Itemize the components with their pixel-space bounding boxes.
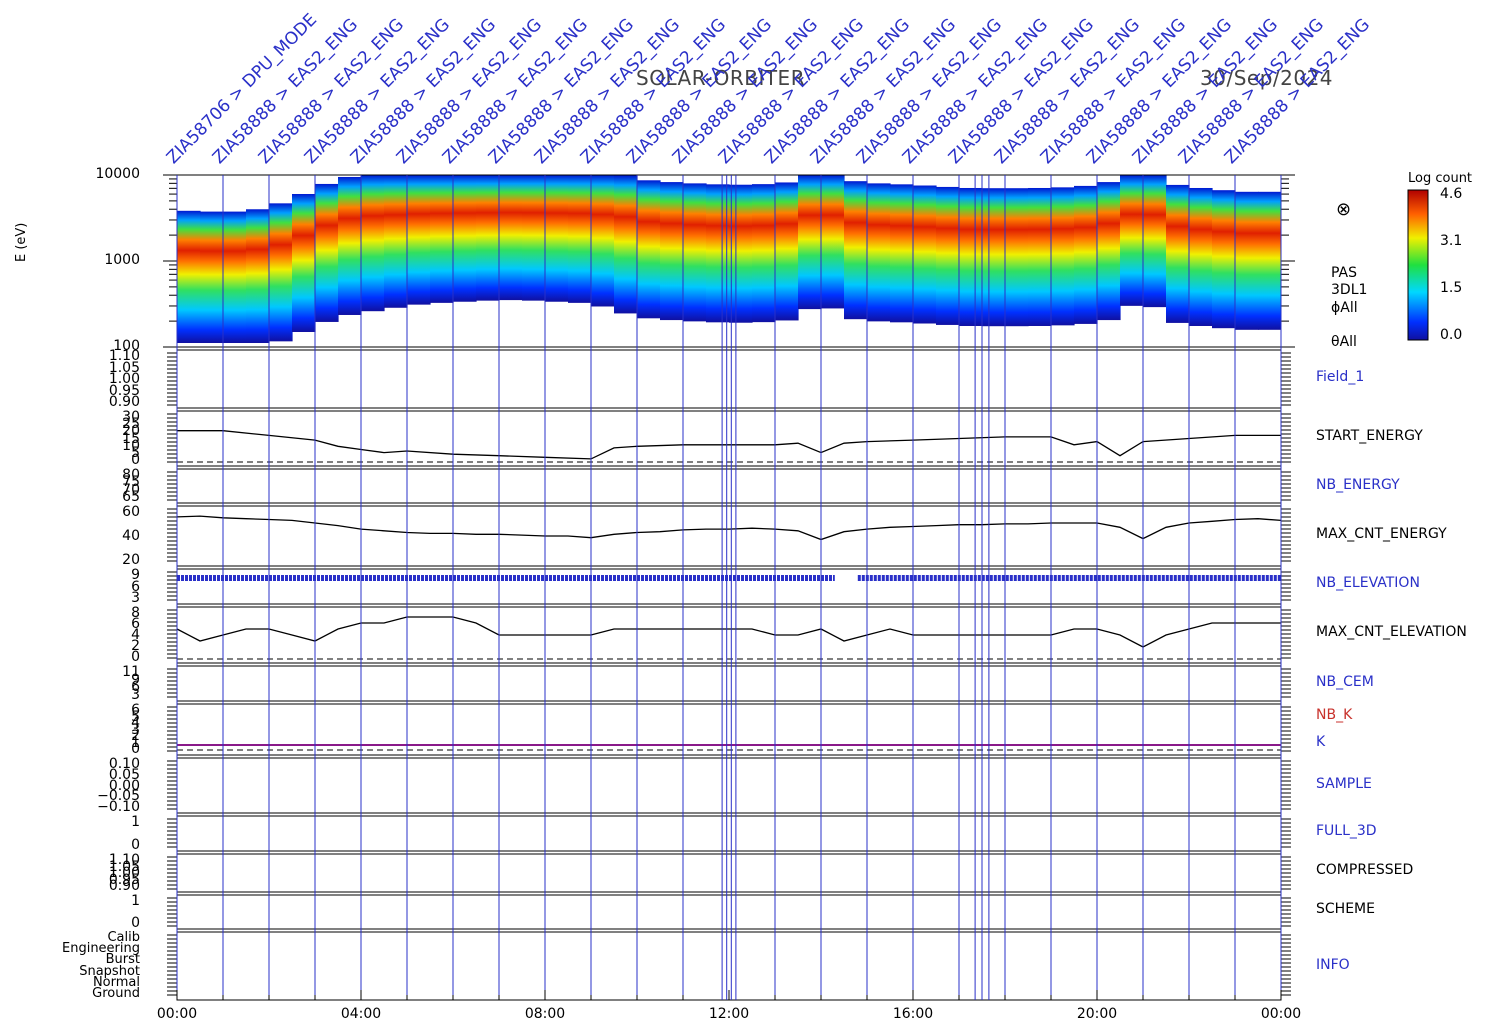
panel-frames xyxy=(167,349,1291,1001)
spectrogram-column xyxy=(315,183,339,322)
spectrogram-column xyxy=(545,175,569,302)
spectrogram-column xyxy=(844,181,868,320)
spectrogram-column xyxy=(361,175,385,312)
spectrogram-column xyxy=(591,175,615,307)
spectrogram-column xyxy=(1005,188,1029,327)
spectrogram-column xyxy=(1235,191,1259,330)
spectrogram-image xyxy=(177,175,1281,343)
spectrogram-column xyxy=(1189,187,1213,326)
panel-frame xyxy=(176,349,1282,409)
spectrogram-column xyxy=(1258,191,1281,330)
panel-frame xyxy=(176,815,1282,852)
spectrogram-column xyxy=(775,182,799,321)
spectrogram-column xyxy=(407,175,431,305)
panel-frame xyxy=(176,568,1282,605)
panel-frame xyxy=(176,606,1282,664)
panel-frame xyxy=(176,931,1282,1001)
spectrogram-column xyxy=(982,188,1006,327)
spectrogram-column xyxy=(798,175,822,310)
spectrogram-column xyxy=(890,184,914,323)
spectrogram-column xyxy=(1143,175,1167,308)
spectrogram-column xyxy=(338,176,362,315)
panel-frame xyxy=(176,410,1282,467)
spectrogram-column xyxy=(1074,185,1098,324)
colorbar xyxy=(1407,189,1429,341)
spectrogram-panel xyxy=(163,174,1295,348)
spectrogram-column xyxy=(1212,190,1236,329)
spectrogram-column xyxy=(292,193,316,332)
panel-frame xyxy=(176,894,1282,930)
panel-frame xyxy=(176,505,1282,567)
spectrogram-column xyxy=(499,175,523,301)
panel-frame xyxy=(176,757,1282,814)
spectrogram-column xyxy=(177,210,201,343)
axis-ticks xyxy=(176,990,1282,1000)
spectrogram-column xyxy=(476,175,500,301)
spectrogram-column xyxy=(568,175,592,303)
spectrogram-column xyxy=(522,175,546,301)
spectrogram-column xyxy=(1097,182,1121,321)
spectrogram-column xyxy=(269,203,293,342)
panel-frame xyxy=(176,703,1282,756)
spectrogram-column xyxy=(1051,187,1075,326)
spectrogram-column xyxy=(614,175,638,314)
spectrogram-column xyxy=(706,184,730,323)
spectrogram-column xyxy=(1166,184,1190,323)
spectrogram-column xyxy=(637,180,661,319)
spectrogram-column xyxy=(867,183,891,322)
spectrogram-column xyxy=(821,175,845,309)
spectrogram-column xyxy=(913,185,937,324)
spectrogram-column xyxy=(453,175,477,302)
line-plots xyxy=(176,430,1282,751)
spectrogram-column xyxy=(223,211,247,343)
spectrogram-column xyxy=(1028,187,1052,326)
spectrogram-column xyxy=(384,175,408,308)
spectrogram-column xyxy=(959,187,983,326)
panel-frame xyxy=(176,853,1282,893)
spectrogram-column xyxy=(729,184,753,323)
panel-frame xyxy=(176,665,1282,702)
spectrogram-column xyxy=(246,209,270,343)
panel-frame xyxy=(176,468,1282,504)
spectrogram-column xyxy=(200,211,224,343)
spectrogram-column xyxy=(683,183,707,322)
series-line-max_cnt_elevation xyxy=(176,616,1281,648)
event-lines xyxy=(176,175,1282,1000)
series-line-max_cnt_energy xyxy=(176,515,1282,541)
series-line-start_energy xyxy=(177,430,1281,460)
spectrogram-column xyxy=(660,182,684,321)
spectrogram-column xyxy=(430,175,454,303)
spectrogram-column xyxy=(936,186,960,325)
spectrogram-column xyxy=(752,184,776,323)
spectrogram-column xyxy=(1120,175,1144,306)
